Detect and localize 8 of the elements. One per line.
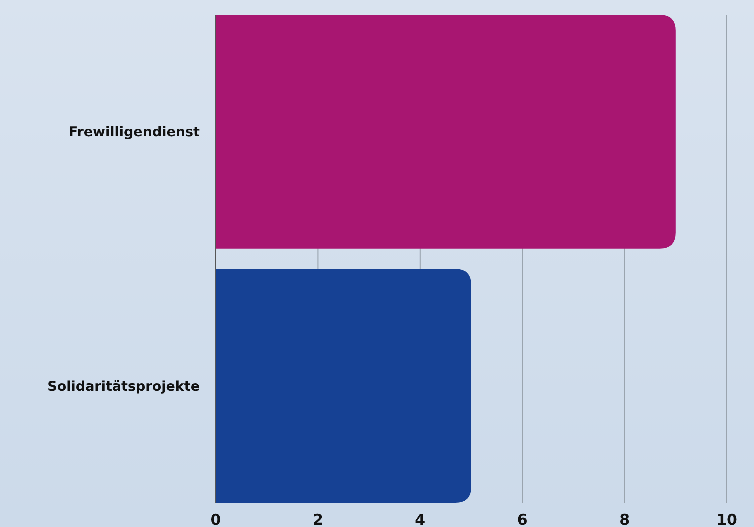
x-tick-label: 8 bbox=[620, 511, 630, 527]
y-tick-label: Solidaritätsprojekte bbox=[48, 378, 200, 395]
x-tick-label: 6 bbox=[517, 511, 528, 527]
x-tick-label: 0 bbox=[210, 511, 222, 527]
x-tick-label: 2 bbox=[312, 511, 324, 527]
y-tick-label: Frewilligendienst bbox=[68, 124, 201, 141]
x-tick-label: 10 bbox=[716, 511, 738, 527]
x-tick-label: 4 bbox=[415, 511, 426, 527]
